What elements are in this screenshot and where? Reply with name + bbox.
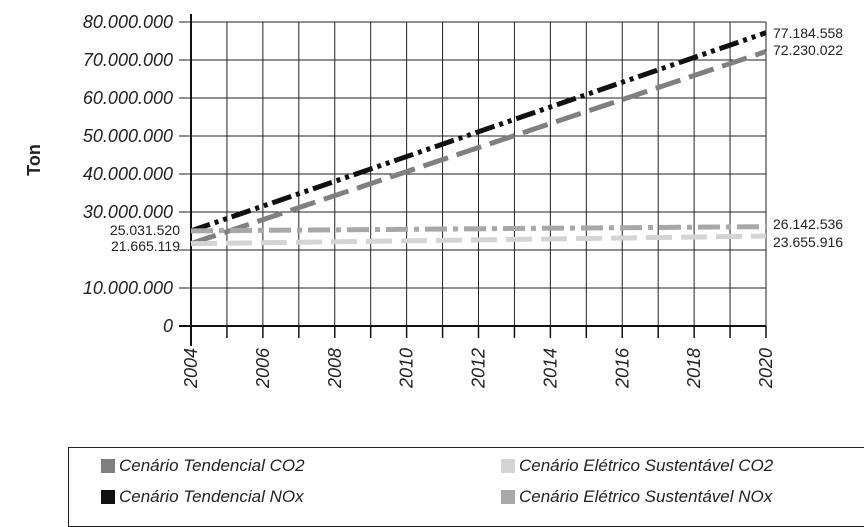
y-tick-label: 50.000.000 — [83, 126, 173, 146]
y-tick-label: 70.000.000 — [83, 50, 173, 70]
legend-swatch — [501, 459, 515, 473]
x-tick-label: 2016 — [612, 347, 632, 389]
legend-label: Cenário Tendencial NOx — [119, 487, 304, 506]
legend-item-tendencial-nox: Cenário Tendencial NOx — [101, 487, 304, 507]
legend-swatch — [101, 490, 115, 504]
series-line-3 — [190, 224, 767, 234]
x-tick-label: 2014 — [540, 348, 560, 389]
series-line-0 — [190, 49, 767, 247]
legend-label: Cenário Elétrico Sustentável CO2 — [519, 456, 774, 475]
y-tick-label: 40.000.000 — [83, 164, 173, 184]
y-tick-label: 0 — [163, 316, 173, 336]
series-line-2 — [190, 30, 767, 234]
y-tick-label: 60.000.000 — [83, 88, 173, 108]
data-label: 72.230.022 — [773, 42, 843, 58]
legend: Cenário Tendencial CO2 Cenário Elétrico … — [68, 447, 864, 527]
line-chart: 0 10.000.000 30.000.000 40.000.000 50.000.00… — [24, 12, 843, 389]
data-label: 26.142.536 — [773, 216, 843, 232]
legend-item-tendencial-co2: Cenário Tendencial CO2 — [101, 456, 305, 476]
x-tick-label: 2018 — [684, 348, 704, 389]
data-label: 23.655.916 — [773, 234, 843, 250]
x-tick-label: 2010 — [397, 348, 417, 389]
y-tick-label: 80.000.000 — [83, 12, 173, 32]
legend-item-sustentavel-nox: Cenário Elétrico Sustentável NOx — [501, 487, 772, 507]
x-tick-label: 2004 — [181, 348, 201, 389]
y-tick-label: 30.000.000 — [83, 202, 173, 222]
series-line-1 — [190, 233, 767, 247]
legend-label: Cenário Elétrico Sustentável NOx — [519, 487, 773, 506]
y-tick-label: 10.000.000 — [83, 278, 173, 298]
legend-swatch — [101, 459, 115, 473]
x-tick-label: 2020 — [756, 348, 776, 389]
x-tick-label: 2006 — [253, 347, 273, 389]
legend-item-sustentavel-co2: Cenário Elétrico Sustentável CO2 — [501, 456, 773, 476]
legend-label: Cenário Tendencial CO2 — [119, 456, 305, 475]
data-label: 21.665.119 — [111, 238, 180, 254]
legend-swatch — [501, 490, 515, 504]
data-label: 77.184.558 — [773, 25, 843, 41]
y-axis-label: Ton — [24, 144, 44, 176]
data-label: 25.031.520 — [110, 222, 180, 238]
x-tick-label: 2012 — [469, 348, 489, 389]
x-tick-label: 2008 — [325, 348, 345, 389]
